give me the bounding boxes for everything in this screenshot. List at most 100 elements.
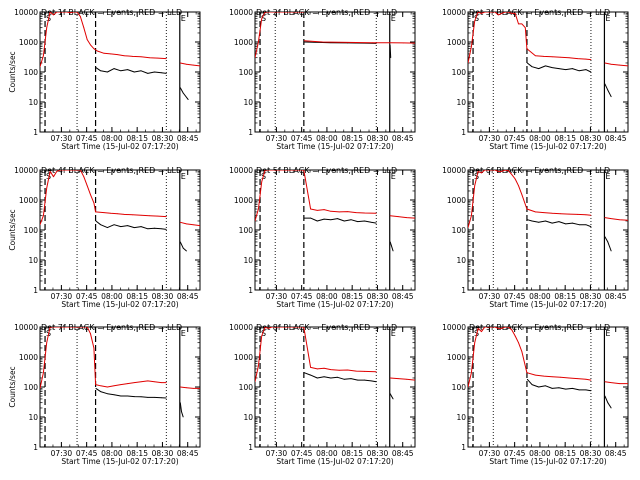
data-point-lld [278, 327, 279, 328]
x-tick-label: 08:30 [580, 449, 602, 458]
data-point-events [120, 395, 122, 397]
y-tick-label: 10 [243, 98, 253, 107]
data-point-lld [86, 327, 88, 328]
data-point-lld [303, 170, 305, 171]
data-point-lld [604, 381, 606, 383]
data-point-lld [414, 42, 415, 44]
x-tick-label: 08:00 [101, 449, 123, 458]
marker-label: E [391, 14, 396, 23]
data-point-events [578, 389, 580, 391]
data-point-events [337, 218, 338, 219]
y-tick-label: 1000 [447, 353, 466, 362]
data-point-lld [63, 327, 64, 328]
data-point-lld [83, 27, 85, 29]
data-point-lld [291, 12, 293, 13]
data-point-lld [106, 386, 108, 388]
data-point-lld [590, 59, 592, 60]
chart-panel-1: Det 1f BLACK = Events, RED = LLD11010010… [8, 8, 201, 151]
data-point-events [390, 57, 392, 59]
data-point-lld [560, 213, 562, 215]
data-point-lld [49, 170, 51, 172]
data-point-lld [627, 65, 628, 67]
data-point-events [526, 62, 528, 64]
x-tick-label: 07:45 [504, 134, 526, 143]
data-point-lld [501, 12, 503, 14]
marker-label: S [261, 329, 266, 338]
data-point-lld [518, 342, 519, 344]
data-point-lld [46, 342, 48, 344]
data-point-lld [577, 214, 578, 215]
data-point-events [610, 407, 612, 409]
data-point-events [133, 227, 135, 229]
data-point-events [585, 69, 587, 71]
data-point-lld [133, 382, 135, 384]
data-point-events [357, 221, 359, 223]
chart-panel-5: Det 5f BLACK = Events, RED = LLD11010010… [229, 166, 416, 309]
plot-frame [254, 326, 416, 448]
data-point-lld [484, 12, 486, 13]
data-point-events [179, 402, 181, 404]
data-point-lld [80, 327, 81, 328]
data-point-events [179, 87, 181, 89]
data-point-lld [316, 368, 318, 370]
data-point-events [95, 67, 97, 69]
data-point-lld [157, 57, 159, 59]
data-point-lld [56, 170, 58, 172]
x-tick-label: 08:00 [529, 134, 551, 143]
data-point-lld [113, 385, 115, 387]
data-point-lld [301, 327, 303, 328]
data-point-events [343, 378, 345, 380]
data-point-lld [590, 379, 592, 381]
series-line-events [95, 387, 167, 399]
data-point-lld [46, 27, 48, 29]
data-point-lld [604, 217, 606, 218]
plot-frame [39, 169, 201, 291]
series-group [468, 170, 628, 252]
data-point-lld [491, 170, 492, 171]
data-point-events [160, 228, 162, 230]
data-point-lld [301, 170, 303, 171]
data-point-lld [627, 219, 628, 221]
data-point-events [310, 374, 311, 376]
x-tick-label: 08:00 [316, 292, 338, 301]
data-point-events [538, 68, 540, 69]
x-tick-label: 08:15 [126, 449, 148, 458]
x-tick-label: 08:15 [126, 292, 148, 301]
data-point-lld [59, 12, 61, 13]
x-tick-label: 07:30 [51, 134, 73, 143]
data-point-lld [347, 369, 349, 371]
plot-frame [254, 169, 416, 291]
x-tick-label: 08:00 [101, 292, 123, 301]
data-point-events [531, 220, 533, 222]
data-point-lld [147, 380, 149, 382]
y-tick-label: 10 [28, 413, 38, 422]
y-tick-label: 100 [24, 383, 39, 392]
data-point-events [610, 250, 612, 252]
plot-frame [39, 11, 201, 133]
data-point-events [113, 394, 115, 396]
y-tick-label: 100 [452, 226, 467, 235]
data-point-lld [63, 170, 64, 171]
data-point-lld [42, 372, 44, 374]
series-line-lld [468, 12, 591, 64]
x-tick-label: 07:45 [291, 134, 313, 143]
y-tick-label: 1 [461, 128, 466, 137]
y-tick-label: 10 [456, 413, 466, 422]
data-point-lld [619, 219, 620, 221]
data-point-events [100, 391, 102, 393]
data-point-lld [585, 214, 587, 216]
series-group [255, 327, 415, 400]
data-point-events [364, 220, 365, 222]
data-point-events [565, 223, 567, 225]
data-point-events [95, 220, 97, 222]
data-point-lld [389, 42, 391, 44]
data-point-events [182, 416, 184, 418]
marker-label: E [605, 172, 610, 181]
data-point-lld [494, 170, 496, 171]
data-point-lld [303, 12, 305, 13]
data-point-events [604, 236, 606, 238]
data-point-lld [375, 371, 377, 373]
data-point-events [187, 99, 189, 101]
data-point-lld [585, 58, 587, 60]
data-point-events [127, 69, 128, 71]
